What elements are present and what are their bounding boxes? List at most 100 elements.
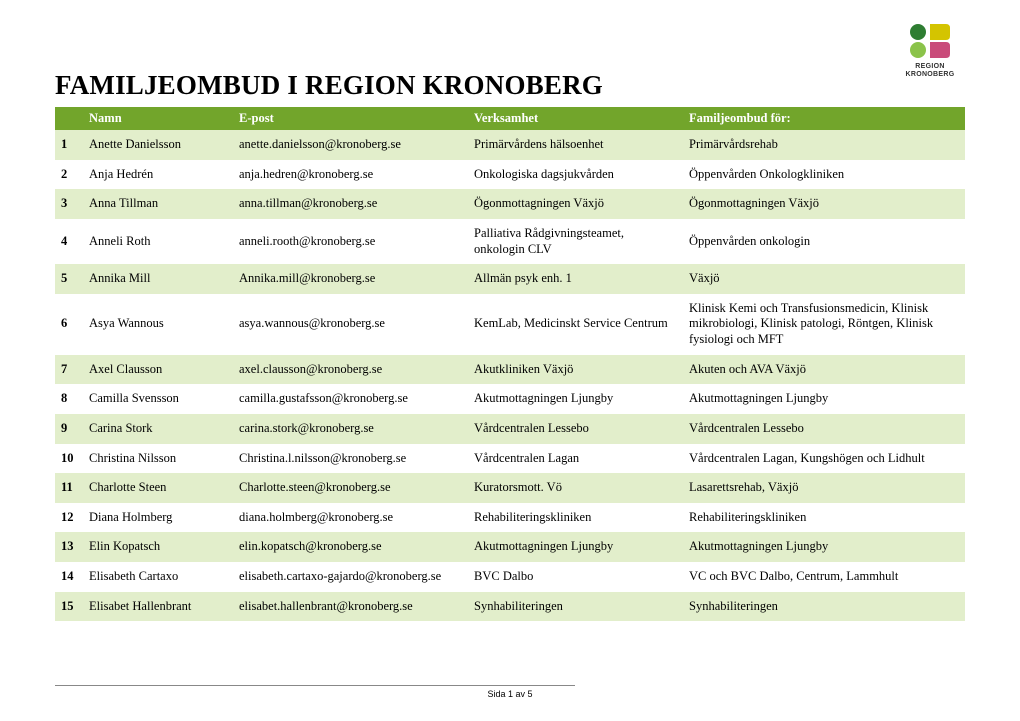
cell-verksamhet: Ögonmottagningen Växjö	[468, 189, 683, 219]
cell-number: 9	[55, 414, 83, 444]
cell-epost: axel.clausson@kronoberg.se	[233, 355, 468, 385]
cell-namn: Elin Kopatsch	[83, 532, 233, 562]
page-title: FAMILJEOMBUD I REGION KRONOBERG	[55, 70, 965, 101]
cell-number: 8	[55, 384, 83, 414]
cell-namn: Anette Danielsson	[83, 130, 233, 160]
cell-number: 3	[55, 189, 83, 219]
cell-familjeombud-for: Öppenvården onkologin	[683, 219, 965, 264]
cell-number: 7	[55, 355, 83, 385]
table-row: 8Camilla Svenssoncamilla.gustafsson@kron…	[55, 384, 965, 414]
cell-verksamhet: Synhabiliteringen	[468, 592, 683, 622]
table-row: 15Elisabet Hallenbrantelisabet.hallenbra…	[55, 592, 965, 622]
cell-epost: asya.wannous@kronoberg.se	[233, 294, 468, 355]
cell-familjeombud-for: Växjö	[683, 264, 965, 294]
table-row: 10Christina NilssonChristina.l.nilsson@k…	[55, 444, 965, 474]
cell-familjeombud-for: Primärvårdsrehab	[683, 130, 965, 160]
logo-mark-icon	[908, 22, 952, 60]
col-header-namn: Namn	[83, 107, 233, 130]
cell-namn: Elisabeth Cartaxo	[83, 562, 233, 592]
cell-familjeombud-for: Rehabiliteringskliniken	[683, 503, 965, 533]
logo-line1: REGION	[915, 63, 944, 70]
cell-epost: Annika.mill@kronoberg.se	[233, 264, 468, 294]
cell-namn: Annika Mill	[83, 264, 233, 294]
cell-number: 14	[55, 562, 83, 592]
cell-epost: Charlotte.steen@kronoberg.se	[233, 473, 468, 503]
table-header: Namn E-post Verksamhet Familjeombud för:	[55, 107, 965, 130]
cell-namn: Anna Tillman	[83, 189, 233, 219]
cell-number: 1	[55, 130, 83, 160]
table-row: 14Elisabeth Cartaxoelisabeth.cartaxo-gaj…	[55, 562, 965, 592]
cell-familjeombud-for: Vårdcentralen Lagan, Kungshögen och Lidh…	[683, 444, 965, 474]
logo-text: REGION KRONOBERG	[895, 63, 965, 78]
cell-number: 12	[55, 503, 83, 533]
cell-number: 2	[55, 160, 83, 190]
page-number: Sida 1 av 5	[487, 689, 532, 699]
table-row: 7Axel Claussonaxel.clausson@kronoberg.se…	[55, 355, 965, 385]
cell-number: 11	[55, 473, 83, 503]
cell-verksamhet: BVC Dalbo	[468, 562, 683, 592]
cell-namn: Asya Wannous	[83, 294, 233, 355]
col-header-epost: E-post	[233, 107, 468, 130]
cell-epost: anette.danielsson@kronoberg.se	[233, 130, 468, 160]
cell-verksamhet: Onkologiska dagsjukvården	[468, 160, 683, 190]
region-kronoberg-logo: REGION KRONOBERG	[895, 22, 965, 78]
cell-epost: anneli.rooth@kronoberg.se	[233, 219, 468, 264]
table-row: 5Annika MillAnnika.mill@kronoberg.seAllm…	[55, 264, 965, 294]
cell-familjeombud-for: Klinisk Kemi och Transfusionsmedicin, Kl…	[683, 294, 965, 355]
cell-verksamhet: Akutmottagningen Ljungby	[468, 532, 683, 562]
table-row: 2Anja Hedrénanja.hedren@kronoberg.seOnko…	[55, 160, 965, 190]
col-header-verk: Verksamhet	[468, 107, 683, 130]
table-row: 3Anna Tillmananna.tillman@kronoberg.seÖg…	[55, 189, 965, 219]
cell-verksamhet: Akutmottagningen Ljungby	[468, 384, 683, 414]
cell-epost: camilla.gustafsson@kronoberg.se	[233, 384, 468, 414]
cell-verksamhet: Primärvårdens hälsoenhet	[468, 130, 683, 160]
cell-verksamhet: Palliativa Rådgivningsteamet, onkologin …	[468, 219, 683, 264]
cell-number: 6	[55, 294, 83, 355]
table-row: 9Carina Storkcarina.stork@kronoberg.seVå…	[55, 414, 965, 444]
cell-familjeombud-for: Vårdcentralen Lessebo	[683, 414, 965, 444]
cell-epost: anna.tillman@kronoberg.se	[233, 189, 468, 219]
logo-line2: KRONOBERG	[906, 71, 955, 78]
cell-namn: Anja Hedrén	[83, 160, 233, 190]
cell-familjeombud-for: Lasarettsrehab, Växjö	[683, 473, 965, 503]
cell-epost: carina.stork@kronoberg.se	[233, 414, 468, 444]
page-footer: Sida 1 av 5	[55, 685, 965, 699]
cell-number: 5	[55, 264, 83, 294]
cell-namn: Christina Nilsson	[83, 444, 233, 474]
cell-verksamhet: KemLab, Medicinskt Service Centrum	[468, 294, 683, 355]
cell-epost: diana.holmberg@kronoberg.se	[233, 503, 468, 533]
footer-divider	[55, 685, 575, 686]
cell-epost: anja.hedren@kronoberg.se	[233, 160, 468, 190]
cell-verksamhet: Vårdcentralen Lagan	[468, 444, 683, 474]
cell-familjeombud-for: VC och BVC Dalbo, Centrum, Lammhult	[683, 562, 965, 592]
cell-verksamhet: Rehabiliteringskliniken	[468, 503, 683, 533]
cell-namn: Anneli Roth	[83, 219, 233, 264]
cell-epost: elin.kopatsch@kronoberg.se	[233, 532, 468, 562]
cell-verksamhet: Allmän psyk enh. 1	[468, 264, 683, 294]
cell-namn: Camilla Svensson	[83, 384, 233, 414]
cell-familjeombud-for: Öppenvården Onkologkliniken	[683, 160, 965, 190]
table-row: 11Charlotte SteenCharlotte.steen@kronobe…	[55, 473, 965, 503]
cell-familjeombud-for: Akutmottagningen Ljungby	[683, 384, 965, 414]
cell-namn: Carina Stork	[83, 414, 233, 444]
cell-number: 4	[55, 219, 83, 264]
cell-familjeombud-for: Ögonmottagningen Växjö	[683, 189, 965, 219]
cell-epost: elisabet.hallenbrant@kronoberg.se	[233, 592, 468, 622]
cell-verksamhet: Kuratorsmott. Vö	[468, 473, 683, 503]
table-row: 1Anette Danielssonanette.danielsson@kron…	[55, 130, 965, 160]
cell-namn: Charlotte Steen	[83, 473, 233, 503]
cell-namn: Axel Clausson	[83, 355, 233, 385]
document-page: REGION KRONOBERG FAMILJEOMBUD I REGION K…	[0, 0, 1020, 721]
cell-number: 13	[55, 532, 83, 562]
cell-familjeombud-for: Synhabiliteringen	[683, 592, 965, 622]
table-row: 4Anneli Rothanneli.rooth@kronoberg.sePal…	[55, 219, 965, 264]
cell-verksamhet: Akutkliniken Växjö	[468, 355, 683, 385]
table-row: 6Asya Wannousasya.wannous@kronoberg.seKe…	[55, 294, 965, 355]
cell-verksamhet: Vårdcentralen Lessebo	[468, 414, 683, 444]
table-row: 13Elin Kopatschelin.kopatsch@kronoberg.s…	[55, 532, 965, 562]
cell-familjeombud-for: Akuten och AVA Växjö	[683, 355, 965, 385]
cell-number: 15	[55, 592, 83, 622]
table-body: 1Anette Danielssonanette.danielsson@kron…	[55, 130, 965, 621]
cell-namn: Diana Holmberg	[83, 503, 233, 533]
col-header-number	[55, 107, 83, 130]
